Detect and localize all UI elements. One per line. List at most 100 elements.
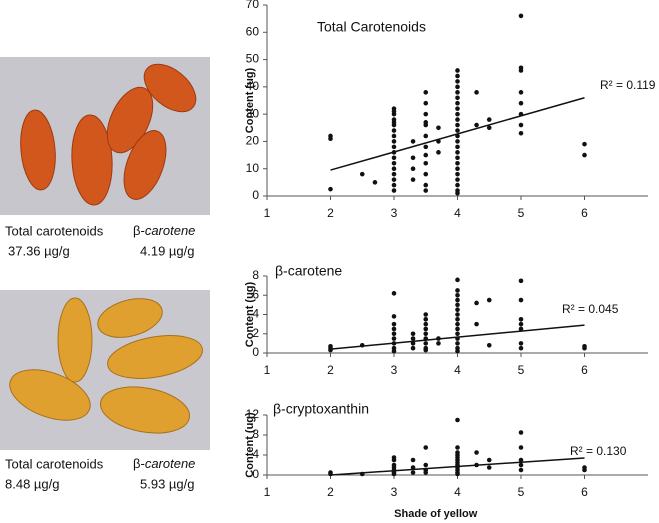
- point: [423, 470, 429, 475]
- point: [391, 166, 397, 172]
- point: [518, 13, 524, 19]
- caption-value: 8.48 µg/g: [5, 476, 59, 491]
- point: [455, 73, 460, 79]
- y-tick-label: 6: [252, 287, 259, 301]
- point: [455, 106, 460, 111]
- point: [391, 291, 397, 296]
- point: [455, 117, 460, 122]
- point: [455, 111, 460, 117]
- x-tick-label: 2: [327, 485, 334, 499]
- x-tick-label: 1: [264, 363, 271, 377]
- point: [455, 79, 460, 84]
- point: [582, 152, 587, 158]
- point: [455, 139, 460, 144]
- point: [455, 122, 460, 128]
- point: [455, 445, 460, 450]
- point: [410, 336, 416, 341]
- y-axis-label: Content (ug): [244, 67, 256, 133]
- point: [391, 336, 397, 341]
- point: [455, 331, 460, 337]
- point: [391, 177, 397, 182]
- caption-value: 37.36 µg/g: [8, 243, 70, 258]
- point: [391, 188, 397, 193]
- y-axis-label: Content (ug): [244, 412, 256, 478]
- point: [455, 312, 460, 317]
- point: [423, 462, 429, 468]
- point: [391, 471, 397, 477]
- point: [582, 467, 587, 473]
- point: [410, 470, 416, 475]
- x-tick-label: 2: [327, 363, 334, 377]
- point: [474, 122, 479, 128]
- trendline: [330, 97, 585, 171]
- photo-1: [0, 57, 210, 215]
- point: [518, 326, 524, 332]
- point: [518, 430, 524, 435]
- point: [423, 182, 429, 188]
- point: [455, 307, 460, 312]
- point: [391, 139, 397, 144]
- point: [423, 171, 429, 177]
- point: [423, 120, 429, 125]
- x-tick-label: 3: [391, 206, 398, 220]
- y-tick-label: 0: [252, 467, 259, 481]
- point: [423, 152, 429, 158]
- point: [518, 100, 524, 106]
- point: [518, 341, 524, 346]
- point: [474, 90, 479, 95]
- point: [423, 321, 429, 327]
- point: [518, 297, 524, 303]
- chart-title: Total Carotenoids: [317, 19, 426, 35]
- trendline: [330, 324, 585, 350]
- point: [391, 133, 397, 139]
- point: [423, 331, 429, 337]
- x-tick-label: 4: [454, 363, 461, 377]
- point: [391, 128, 397, 133]
- point: [455, 182, 460, 188]
- y-tick-label: 12: [246, 407, 260, 421]
- point: [455, 68, 460, 73]
- chart-title: β-carotene: [275, 263, 342, 279]
- point: [410, 139, 416, 144]
- x-tick-label: 2: [327, 206, 334, 220]
- point: [423, 312, 429, 317]
- point: [328, 136, 333, 141]
- point: [410, 331, 416, 337]
- point: [391, 182, 397, 188]
- point: [455, 288, 460, 293]
- point: [391, 155, 397, 161]
- y-tick-label: 60: [246, 24, 260, 38]
- point: [582, 141, 587, 147]
- point: [518, 122, 524, 128]
- point: [423, 133, 429, 139]
- point: [474, 300, 479, 306]
- point: [518, 317, 524, 322]
- x-tick-label: 4: [454, 485, 461, 499]
- point: [518, 462, 524, 468]
- point: [455, 155, 460, 161]
- point: [391, 457, 397, 463]
- point: [372, 180, 378, 185]
- y-tick-label: 10: [246, 161, 260, 175]
- y-tick-label: 2: [252, 326, 259, 340]
- point: [518, 345, 524, 351]
- caption-label: Total carotenoids: [5, 456, 104, 471]
- y-tick-label: 8: [252, 268, 259, 282]
- point: [391, 321, 397, 327]
- point: [410, 177, 416, 182]
- point: [423, 90, 429, 95]
- point: [455, 341, 460, 346]
- y-tick-label: 0: [252, 345, 259, 359]
- point: [455, 171, 460, 177]
- point: [455, 417, 460, 423]
- point: [486, 457, 492, 463]
- point: [455, 297, 460, 303]
- point: [410, 345, 416, 351]
- point: [518, 321, 524, 327]
- point: [410, 166, 416, 172]
- x-tick-label: 1: [264, 206, 271, 220]
- point: [423, 160, 429, 166]
- point: [455, 95, 460, 101]
- point: [455, 348, 460, 354]
- y-tick-label: 0: [252, 188, 259, 202]
